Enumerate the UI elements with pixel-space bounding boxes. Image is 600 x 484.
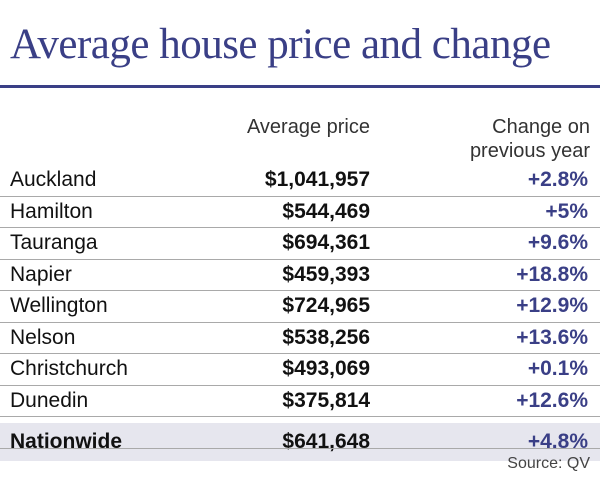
column-header-change-line2: previous year bbox=[469, 140, 590, 162]
column-header-change: Change on previous year bbox=[470, 115, 590, 163]
price-cell: $694,361 bbox=[282, 231, 370, 254]
table-row: Nelson $538,256 +13.6% bbox=[0, 323, 600, 354]
change-cell: +12.9% bbox=[516, 294, 588, 317]
change-cell: +2.8% bbox=[527, 168, 588, 191]
change-cell: +9.6% bbox=[527, 231, 588, 254]
city-cell: Wellington bbox=[10, 294, 108, 317]
change-cell: +0.1% bbox=[527, 357, 588, 380]
table-row: Auckland $1,041,957 +2.8% bbox=[0, 165, 600, 197]
city-cell: Hamilton bbox=[10, 199, 93, 223]
chart-title: Average house price and change bbox=[10, 21, 551, 68]
change-cell: +12.6% bbox=[516, 388, 588, 412]
table-row: Christchurch $493,069 +0.1% bbox=[0, 354, 600, 386]
city-cell: Christchurch bbox=[10, 357, 128, 380]
price-cell: $375,814 bbox=[282, 388, 370, 412]
price-cell: $641,648 bbox=[282, 430, 370, 453]
change-cell: +5% bbox=[545, 199, 588, 223]
price-cell: $1,041,957 bbox=[264, 168, 370, 191]
city-cell: Auckland bbox=[10, 168, 97, 191]
title-divider bbox=[0, 85, 600, 88]
change-cell: +18.8% bbox=[516, 262, 588, 286]
table-row: Hamilton $544,469 +5% bbox=[0, 197, 600, 228]
city-cell: Dunedin bbox=[10, 388, 89, 412]
city-cell: Nelson bbox=[10, 325, 76, 349]
column-header-price: Average price bbox=[247, 115, 370, 139]
change-cell: +4.8% bbox=[527, 430, 588, 453]
column-header-change-line1: Change on bbox=[492, 116, 590, 138]
price-cell: $724,965 bbox=[282, 294, 370, 317]
change-cell: +13.6% bbox=[516, 325, 588, 349]
table-row: Dunedin $375,814 +12.6% bbox=[0, 386, 600, 417]
price-table: Auckland $1,041,957 +2.8% Hamilton $544,469 +… bbox=[0, 165, 600, 461]
city-cell: Nationwide bbox=[10, 430, 123, 453]
price-cell: $538,256 bbox=[282, 325, 370, 349]
column-header-price-label: Average price bbox=[246, 116, 370, 138]
table-row: Napier $459,393 +18.8% bbox=[0, 260, 600, 291]
price-cell: $544,469 bbox=[282, 199, 370, 223]
city-cell: Tauranga bbox=[10, 231, 98, 254]
table-row: Wellington $724,965 +12.9% bbox=[0, 291, 600, 323]
price-cell: $493,069 bbox=[282, 357, 370, 380]
bottom-divider bbox=[0, 448, 600, 449]
source-note: Source: QV bbox=[507, 455, 590, 472]
price-cell: $459,393 bbox=[282, 262, 370, 286]
table-row: Tauranga $694,361 +9.6% bbox=[0, 228, 600, 260]
city-cell: Napier bbox=[10, 262, 72, 286]
summary-row: Nationwide $641,648 +4.8% bbox=[0, 423, 600, 461]
